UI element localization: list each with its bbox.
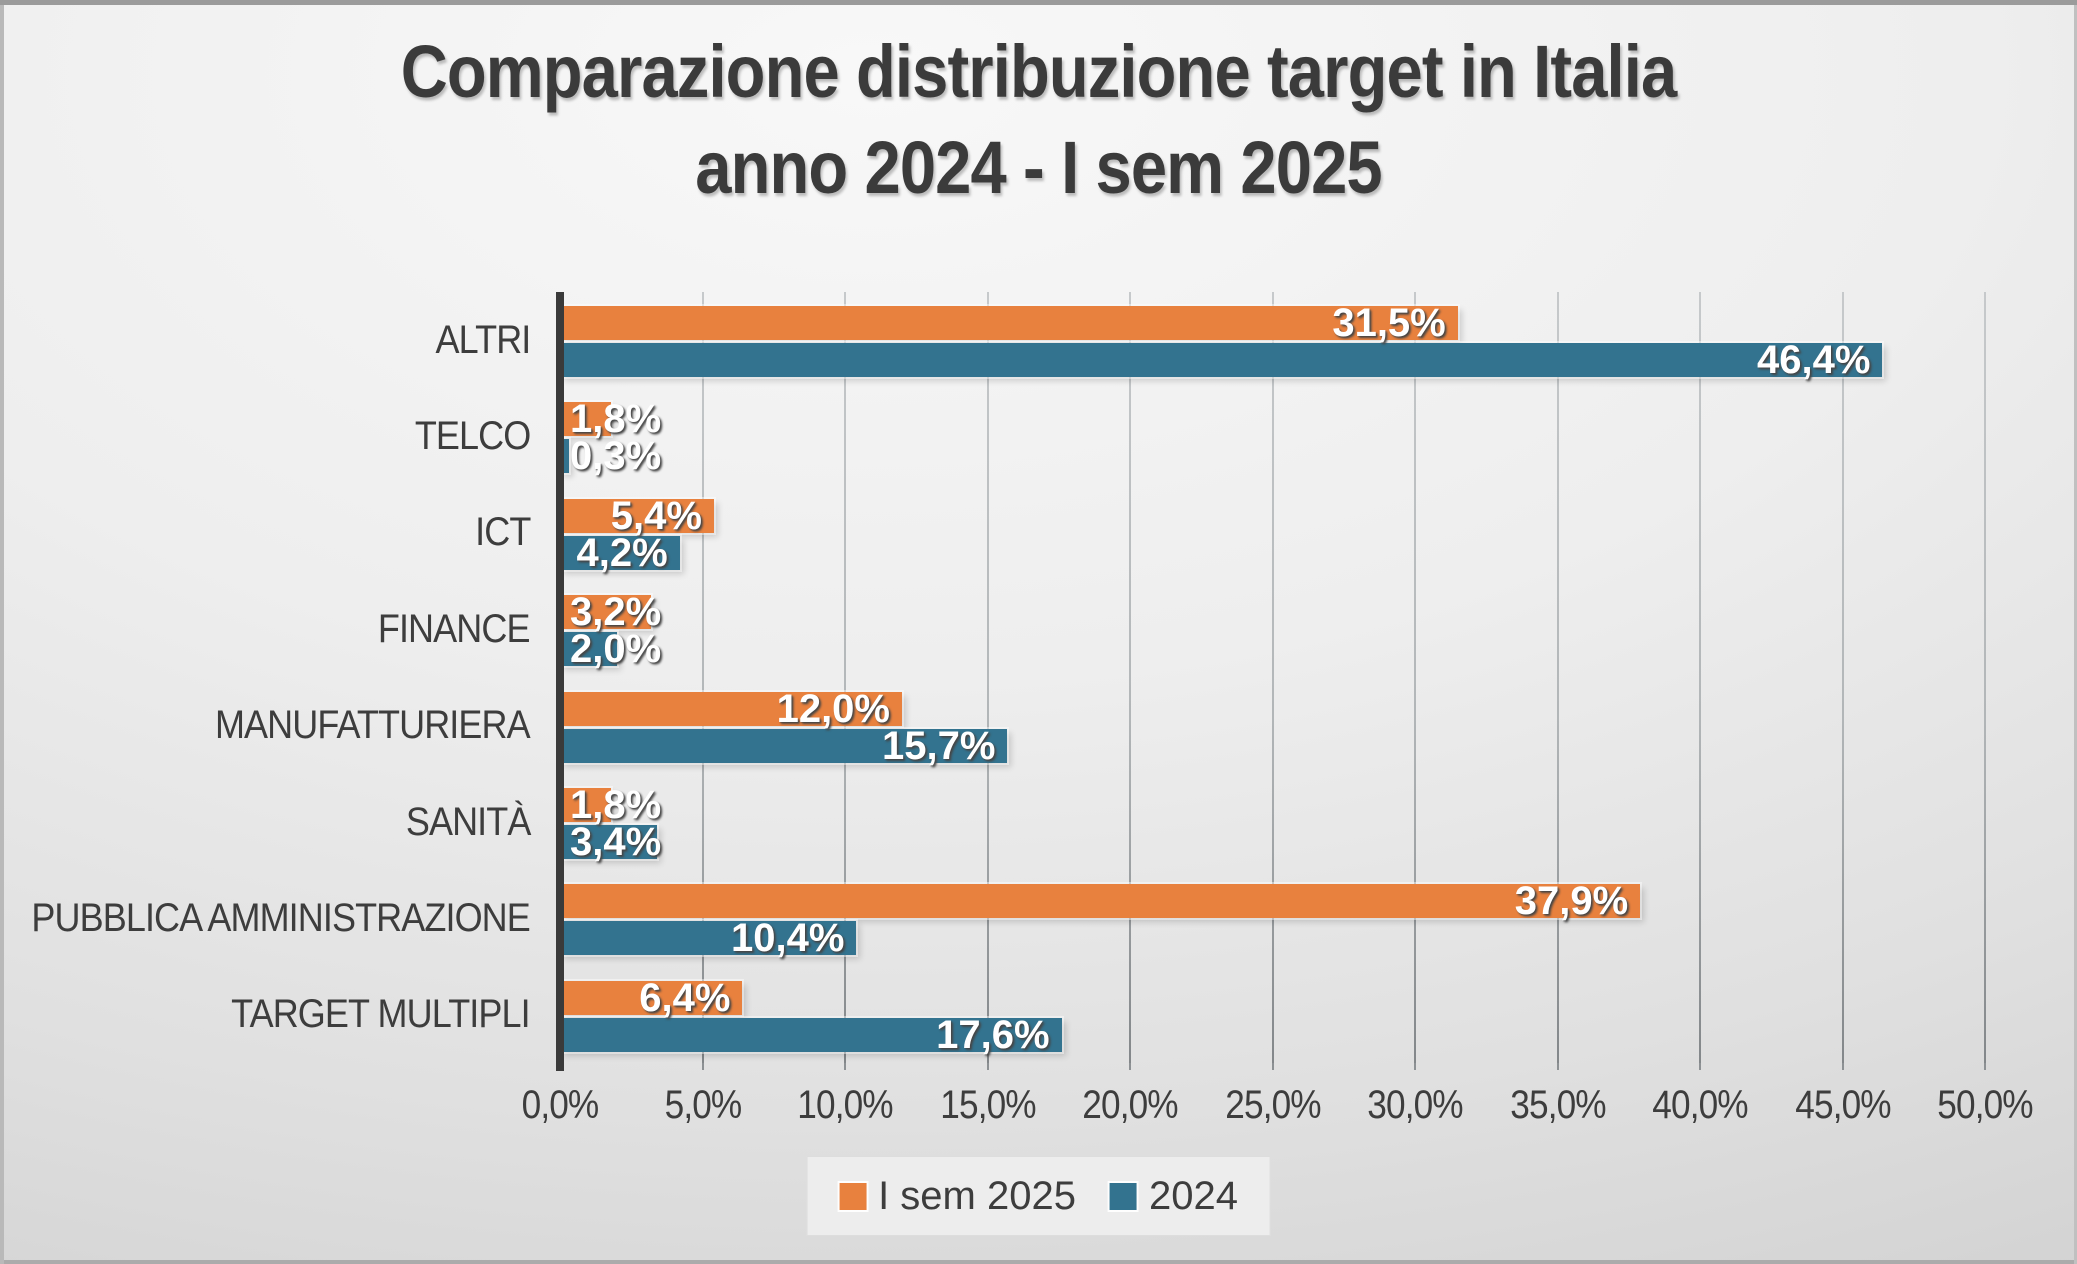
- data-label-2024: 0,3%: [570, 434, 662, 479]
- legend-swatch-i-sem-2025: [839, 1182, 867, 1210]
- gridline: [1841, 292, 1844, 1070]
- gridline: [986, 292, 989, 1070]
- gridline: [1129, 292, 1131, 1070]
- data-label-2024: 46,4%: [1756, 338, 1871, 382]
- data-label-2024: 3,4%: [570, 819, 662, 864]
- bar-2024: 3,4%: [560, 822, 661, 862]
- x-tick-label: 35,0%: [1509, 1083, 1606, 1127]
- bar-i-sem-2025: 1,8%: [560, 399, 661, 439]
- category-label: TARGET MULTIPLI: [231, 992, 530, 1037]
- legend: I sem 2025 2024: [806, 1156, 1271, 1236]
- category-bar-group: 3,2% 2,0%: [560, 581, 1985, 677]
- bar-i-sem-2025: 31,5%: [560, 301, 1458, 345]
- category-row: TARGET MULTIPLI 6,4% 17,6%: [231, 967, 1985, 1063]
- x-tick-label: 0,0%: [521, 1083, 600, 1127]
- bar-2024: 15,7%: [560, 723, 1008, 768]
- gridline: [1984, 292, 1986, 1070]
- gridline: [1414, 292, 1416, 1070]
- category-label: FINANCE: [378, 606, 531, 651]
- data-label-i-sem-2025: 3,2%: [570, 590, 662, 635]
- category-row: PUBBLICA AMMINISTRAZIONE 37,9% 10,4%: [31, 870, 1985, 966]
- bar-2024: 2,0%: [560, 629, 661, 669]
- bar-2024: 0,3%: [560, 436, 661, 476]
- bar-2024: 46,4%: [560, 338, 1883, 382]
- gridline: [844, 292, 846, 1070]
- data-label-i-sem-2025: 37,9%: [1514, 879, 1629, 924]
- chart-title-line-1: Comparazione distribuzione target in Ita…: [400, 30, 1677, 113]
- chart-title-line-2: anno 2024 - I sem 2025: [695, 126, 1382, 209]
- bar-i-sem-2025: 12,0%: [560, 686, 902, 731]
- x-tick-label: 30,0%: [1367, 1083, 1463, 1127]
- x-tick-label: 5,0%: [664, 1083, 742, 1127]
- bar-i-sem-2025: 37,9%: [560, 879, 1641, 924]
- legend-item-2024: 2024: [1109, 1173, 1238, 1219]
- category-row: MANUFATTURIERA 12,0% 15,7%: [215, 678, 1985, 774]
- legend-label-2024: 2024: [1148, 1173, 1238, 1218]
- x-tick-label: 45,0%: [1794, 1083, 1891, 1127]
- x-tick-label: 10,0%: [797, 1083, 893, 1127]
- data-label-2024: 10,4%: [730, 916, 845, 961]
- bar-i-sem-2025: 1,8%: [560, 785, 661, 825]
- category-label: MANUFATTURIERA: [215, 703, 531, 748]
- category-axis-line: [556, 292, 564, 1071]
- x-axis-tick-labels: 0,0% 5,0% 10,0% 15,0% 20,0% 25,0% 30,0% 35,0% 40…: [522, 1080, 2034, 1130]
- legend-item-i-sem-2025: I sem 2025: [839, 1174, 1076, 1219]
- category-row: FINANCE 3,2% 2,0%: [378, 581, 1985, 677]
- data-label-i-sem-2025: 6,4%: [639, 975, 731, 1020]
- category-row: SANITÀ 1,8% 3,4%: [405, 774, 1985, 870]
- data-label-2024: 15,7%: [882, 723, 996, 768]
- plot-area: ALTRI 31,5% 46,4% TELCO 1,8% 0,3% ICT 5,4% 4,2% F…: [31, 292, 1986, 1071]
- data-label-i-sem-2025: 5,4%: [610, 493, 702, 538]
- gridlines: [560, 292, 1986, 1070]
- data-label-2024: 2,0%: [570, 627, 662, 672]
- category-row: ALTRI 31,5% 46,4%: [435, 292, 1985, 388]
- gridline: [701, 292, 704, 1070]
- category-bar-group: 5,4% 4,2%: [560, 485, 1985, 581]
- category-bar-group: 37,9% 10,4%: [560, 870, 1985, 966]
- data-label-i-sem-2025: 1,8%: [570, 397, 662, 442]
- data-label-i-sem-2025: 1,8%: [570, 782, 662, 827]
- bar-i-sem-2025: 3,2%: [560, 592, 661, 632]
- legend-swatch-2024: [1109, 1182, 1137, 1210]
- bar-2024: 10,4%: [560, 916, 857, 961]
- chart-title: Comparazione distribuzione target in Ita…: [0, 24, 2077, 216]
- category-row: ICT 5,4% 4,2%: [475, 485, 1985, 581]
- x-tick-label: 20,0%: [1082, 1083, 1178, 1127]
- x-tick-label: 25,0%: [1224, 1083, 1321, 1127]
- category-bar-group: 1,8% 0,3%: [560, 388, 1985, 484]
- category-label: SANITÀ: [405, 799, 531, 844]
- category-label: ALTRI: [435, 317, 531, 362]
- category-row: TELCO 1,8% 0,3%: [414, 388, 1985, 484]
- bar-i-sem-2025: 6,4%: [560, 975, 743, 1020]
- bar-2024: 4,2%: [560, 530, 680, 575]
- category-bar-group: 6,4% 17,6%: [560, 967, 1985, 1063]
- data-label-i-sem-2025: 31,5%: [1332, 301, 1446, 345]
- bar-2024: 17,6%: [560, 1012, 1062, 1057]
- gridline: [1699, 292, 1701, 1070]
- bar-rows: ALTRI 31,5% 46,4% TELCO 1,8% 0,3% ICT 5,4% 4,2% F…: [31, 292, 1985, 1063]
- legend-label-i-sem-2025: I sem 2025: [878, 1173, 1076, 1218]
- category-label: ICT: [474, 510, 531, 555]
- category-bar-group: 31,5% 46,4%: [560, 292, 1985, 388]
- data-label-2024: 4,2%: [576, 530, 668, 575]
- category-bar-group: 1,8% 3,4%: [560, 774, 1985, 870]
- category-bar-group: 12,0% 15,7%: [560, 678, 1985, 774]
- category-label: PUBBLICA AMMINISTRAZIONE: [31, 895, 530, 940]
- data-label-i-sem-2025: 12,0%: [776, 686, 890, 731]
- data-label-2024: 17,6%: [936, 1012, 1050, 1057]
- gridline: [1271, 292, 1274, 1070]
- x-tick-label: 40,0%: [1652, 1083, 1748, 1127]
- x-tick-label: 50,0%: [1937, 1083, 2033, 1127]
- category-label: TELCO: [414, 414, 530, 459]
- bar-i-sem-2025: 5,4%: [560, 493, 714, 538]
- x-tick-label: 15,0%: [939, 1083, 1036, 1127]
- gridline: [1556, 292, 1559, 1070]
